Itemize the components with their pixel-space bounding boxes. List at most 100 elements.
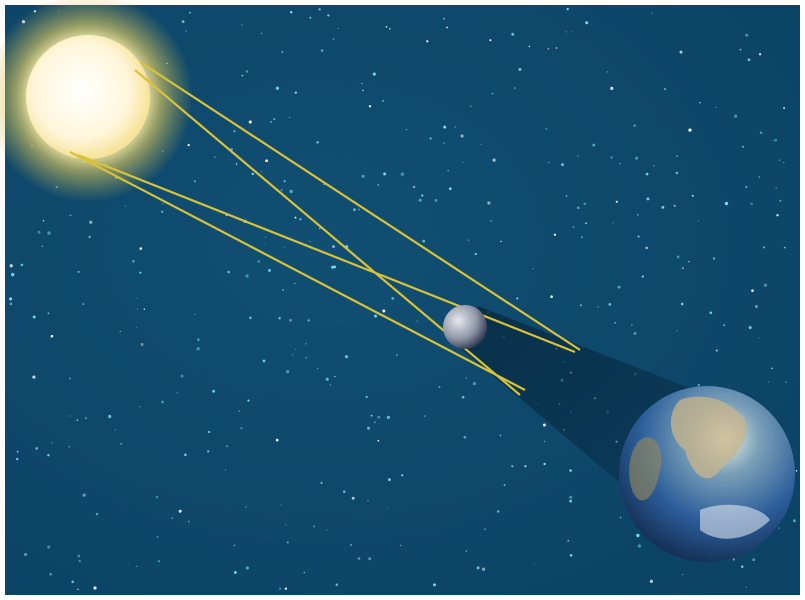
star (465, 550, 467, 552)
star (309, 240, 311, 243)
star (181, 20, 185, 23)
star (138, 405, 141, 408)
star (691, 194, 694, 197)
star (646, 197, 650, 201)
star (377, 439, 380, 442)
star (358, 208, 360, 211)
star (11, 272, 15, 277)
star (542, 423, 546, 427)
star (249, 316, 252, 320)
star (377, 415, 381, 419)
star (108, 414, 112, 419)
star (633, 331, 637, 335)
star (194, 313, 196, 316)
star (633, 124, 636, 127)
star (180, 374, 184, 378)
star (353, 208, 356, 212)
star (511, 465, 514, 468)
star (85, 417, 87, 420)
star (187, 520, 190, 523)
star (763, 283, 768, 287)
star (748, 326, 752, 330)
moon (443, 305, 487, 349)
star (405, 128, 408, 131)
star (139, 247, 143, 250)
star (71, 580, 74, 584)
star (320, 49, 324, 52)
star (499, 434, 502, 437)
star (305, 356, 308, 359)
star (128, 563, 130, 565)
star (320, 481, 323, 484)
star (772, 140, 775, 142)
star (334, 375, 336, 378)
star (513, 87, 516, 90)
star (454, 126, 457, 128)
star (745, 586, 747, 588)
star (774, 138, 778, 142)
star (88, 235, 91, 239)
star (572, 226, 575, 228)
star (653, 165, 655, 167)
stars (9, 7, 798, 591)
star (261, 171, 263, 173)
star (95, 512, 99, 516)
star (543, 462, 546, 466)
star (771, 367, 773, 370)
star (292, 354, 294, 356)
star (739, 48, 742, 51)
star (443, 17, 445, 20)
star (257, 260, 261, 263)
star (775, 187, 778, 190)
star (758, 337, 760, 339)
star (362, 89, 364, 92)
star (372, 72, 376, 76)
star (421, 194, 424, 197)
star (47, 545, 51, 549)
star (550, 295, 553, 299)
star (278, 317, 281, 320)
star (69, 377, 71, 380)
star (492, 158, 496, 162)
star (386, 415, 391, 420)
star (447, 169, 449, 172)
star (187, 143, 190, 147)
star (270, 121, 272, 123)
star (47, 231, 51, 235)
star (637, 544, 642, 548)
star (752, 558, 756, 562)
star (295, 348, 297, 350)
star (383, 172, 387, 176)
star (143, 308, 146, 311)
star (697, 383, 700, 387)
star (631, 324, 633, 326)
star (636, 533, 640, 538)
star (577, 155, 579, 157)
star (317, 367, 319, 370)
star (351, 496, 355, 500)
star (697, 220, 699, 222)
star (612, 222, 614, 224)
star (680, 302, 684, 306)
star (676, 155, 678, 157)
star (350, 544, 352, 546)
star (675, 171, 679, 175)
star (767, 381, 769, 383)
star (524, 465, 527, 468)
star (78, 559, 81, 563)
star (438, 385, 441, 388)
star (571, 31, 573, 33)
star (77, 554, 81, 558)
star (335, 583, 338, 586)
star (139, 271, 142, 274)
star (193, 180, 196, 183)
star (233, 130, 236, 133)
star (124, 205, 127, 207)
star (715, 106, 717, 109)
star (755, 305, 758, 308)
star (366, 426, 371, 430)
star (792, 519, 796, 523)
star (567, 539, 569, 542)
star (289, 10, 293, 14)
star (619, 516, 622, 519)
